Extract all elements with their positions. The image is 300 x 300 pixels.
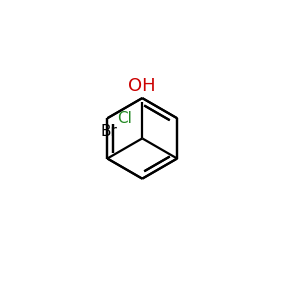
- Text: OH: OH: [128, 77, 156, 95]
- Text: Cl: Cl: [117, 111, 131, 126]
- Text: Br: Br: [100, 124, 117, 140]
